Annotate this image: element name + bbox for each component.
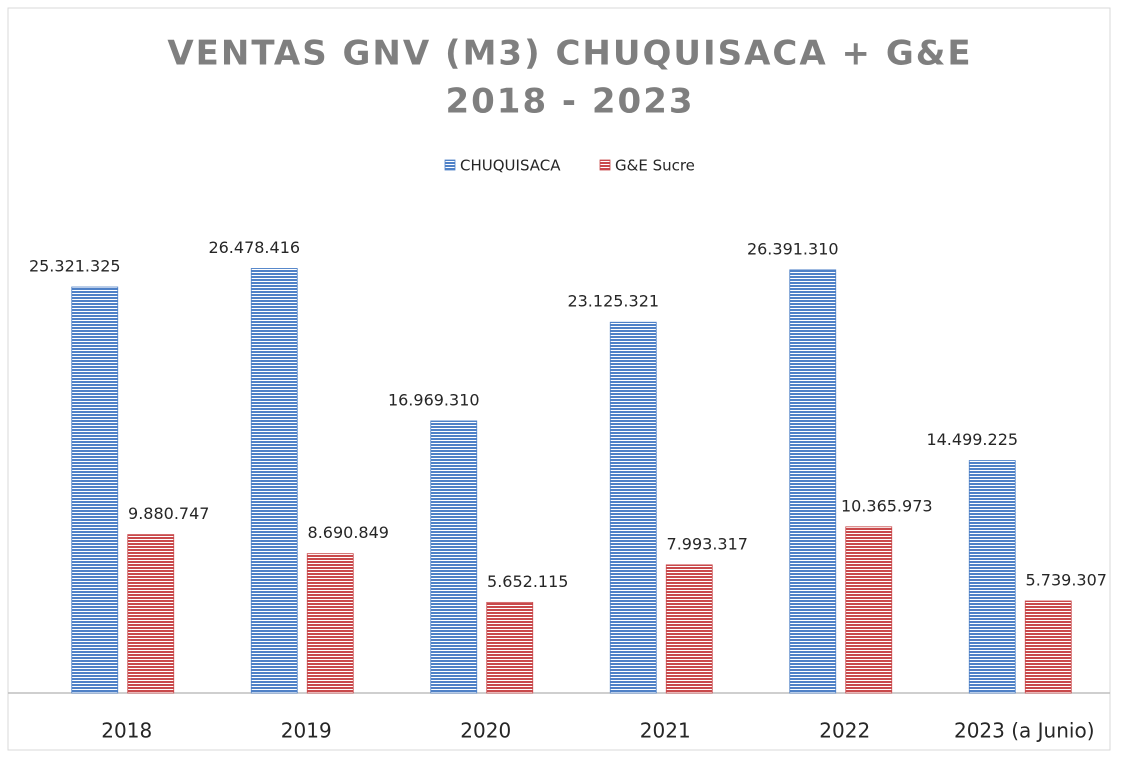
data-label: 8.690.849	[308, 523, 389, 542]
bar	[789, 269, 837, 694]
bar	[1024, 600, 1072, 694]
chart-title: 2018 - 2023	[445, 82, 694, 122]
data-label: 5.739.307	[1026, 570, 1107, 589]
bar	[486, 601, 534, 694]
x-tick-label: 2021	[640, 719, 691, 743]
bar	[127, 534, 175, 694]
data-label: 7.993.317	[667, 534, 748, 553]
x-tick-label: 2023 (a Junio)	[954, 719, 1095, 743]
bar	[665, 564, 713, 694]
bar	[306, 553, 354, 694]
legend-swatch	[444, 159, 456, 171]
x-tick-label: 2022	[819, 719, 870, 743]
data-label: 16.969.310	[388, 390, 480, 409]
data-label: 9.880.747	[128, 504, 209, 523]
data-label: 14.499.225	[926, 430, 1018, 449]
data-label: 25.321.325	[29, 257, 121, 276]
bar	[430, 420, 478, 694]
bar	[845, 526, 893, 694]
bar	[71, 286, 119, 694]
x-tick-label: 2018	[101, 719, 152, 743]
bar	[250, 268, 298, 694]
data-label: 26.391.310	[747, 239, 839, 258]
data-label: 23.125.321	[567, 292, 659, 311]
legend-swatch	[599, 159, 611, 171]
data-label: 5.652.115	[487, 572, 568, 591]
data-label: 26.478.416	[208, 238, 300, 257]
legend-label: CHUQUISACA	[460, 157, 561, 175]
bar	[609, 321, 657, 694]
data-label: 10.365.973	[841, 496, 933, 515]
x-tick-label: 2020	[460, 719, 511, 743]
x-tick-label: 2019	[281, 719, 332, 743]
chart-frame	[7, 7, 1111, 751]
legend-label: G&E Sucre	[615, 157, 695, 175]
bar	[968, 460, 1016, 694]
chart-title: VENTAS GNV (M3) CHUQUISACA + G&E	[167, 34, 972, 74]
